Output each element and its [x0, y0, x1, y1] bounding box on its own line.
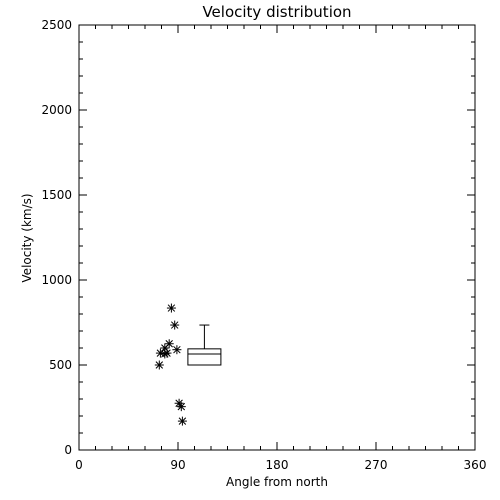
chart-title: Velocity distribution — [202, 3, 351, 21]
x-tick-label: 180 — [266, 458, 289, 472]
scatter-point — [160, 349, 170, 359]
y-tick-label: 1500 — [41, 188, 72, 202]
plot-frame — [78, 24, 476, 451]
y-axis-label: Velocity (km/s) — [20, 193, 34, 282]
scatter-point — [170, 320, 180, 330]
y-tick-label: 1000 — [41, 273, 72, 287]
x-tick-label: 360 — [464, 458, 487, 472]
scatter-point — [177, 416, 187, 426]
y-tick-label: 0 — [64, 443, 72, 457]
scatter-points — [154, 303, 187, 426]
y-tick-label: 2000 — [41, 103, 72, 117]
boxplot-box — [187, 348, 222, 366]
scatter-point — [154, 360, 164, 370]
scatter-point — [172, 345, 182, 355]
y-axis-ticks: 0 500 1000 1500 2000 2500 — [41, 18, 475, 457]
x-tick-label: 90 — [170, 458, 185, 472]
y-tick-label: 500 — [49, 358, 72, 372]
y-tick-label: 2500 — [41, 18, 72, 32]
x-tick-label: 270 — [365, 458, 388, 472]
x-axis-ticks: 0 90 180 270 360 — [75, 25, 486, 472]
boxplot — [187, 324, 222, 366]
scatter-point — [155, 348, 165, 358]
x-axis-label: Angle from north — [226, 475, 328, 489]
x-tick-label: 0 — [75, 458, 83, 472]
scatter-point — [176, 402, 186, 412]
scatter-point — [166, 303, 176, 313]
